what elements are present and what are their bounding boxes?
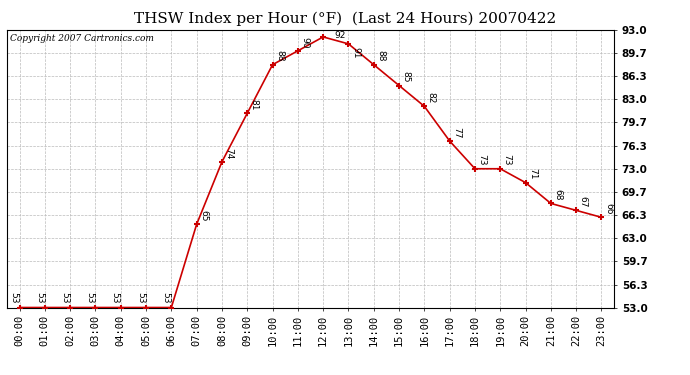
Text: 88: 88 (376, 50, 385, 62)
Text: 53: 53 (161, 292, 170, 303)
Text: 77: 77 (452, 127, 461, 138)
Text: 53: 53 (10, 292, 19, 303)
Text: 53: 53 (34, 292, 43, 303)
Text: 73: 73 (503, 154, 512, 166)
Text: 74: 74 (224, 148, 233, 159)
Text: 81: 81 (250, 99, 259, 111)
Text: 68: 68 (553, 189, 562, 201)
Text: 67: 67 (579, 196, 588, 208)
Text: 66: 66 (604, 203, 613, 214)
Text: 85: 85 (402, 71, 411, 83)
Text: THSW Index per Hour (°F)  (Last 24 Hours) 20070422: THSW Index per Hour (°F) (Last 24 Hours)… (134, 11, 556, 26)
Text: 53: 53 (136, 292, 145, 303)
Text: 73: 73 (477, 154, 486, 166)
Text: 71: 71 (528, 168, 537, 180)
Text: 90: 90 (300, 36, 309, 48)
Text: 53: 53 (110, 292, 119, 303)
Text: 91: 91 (351, 46, 360, 58)
Text: 53: 53 (86, 292, 95, 303)
Text: 53: 53 (60, 292, 69, 303)
Text: 92: 92 (334, 31, 346, 40)
Text: 88: 88 (275, 50, 284, 62)
Text: 65: 65 (199, 210, 208, 222)
Text: Copyright 2007 Cartronics.com: Copyright 2007 Cartronics.com (10, 34, 154, 43)
Text: 82: 82 (427, 92, 436, 104)
